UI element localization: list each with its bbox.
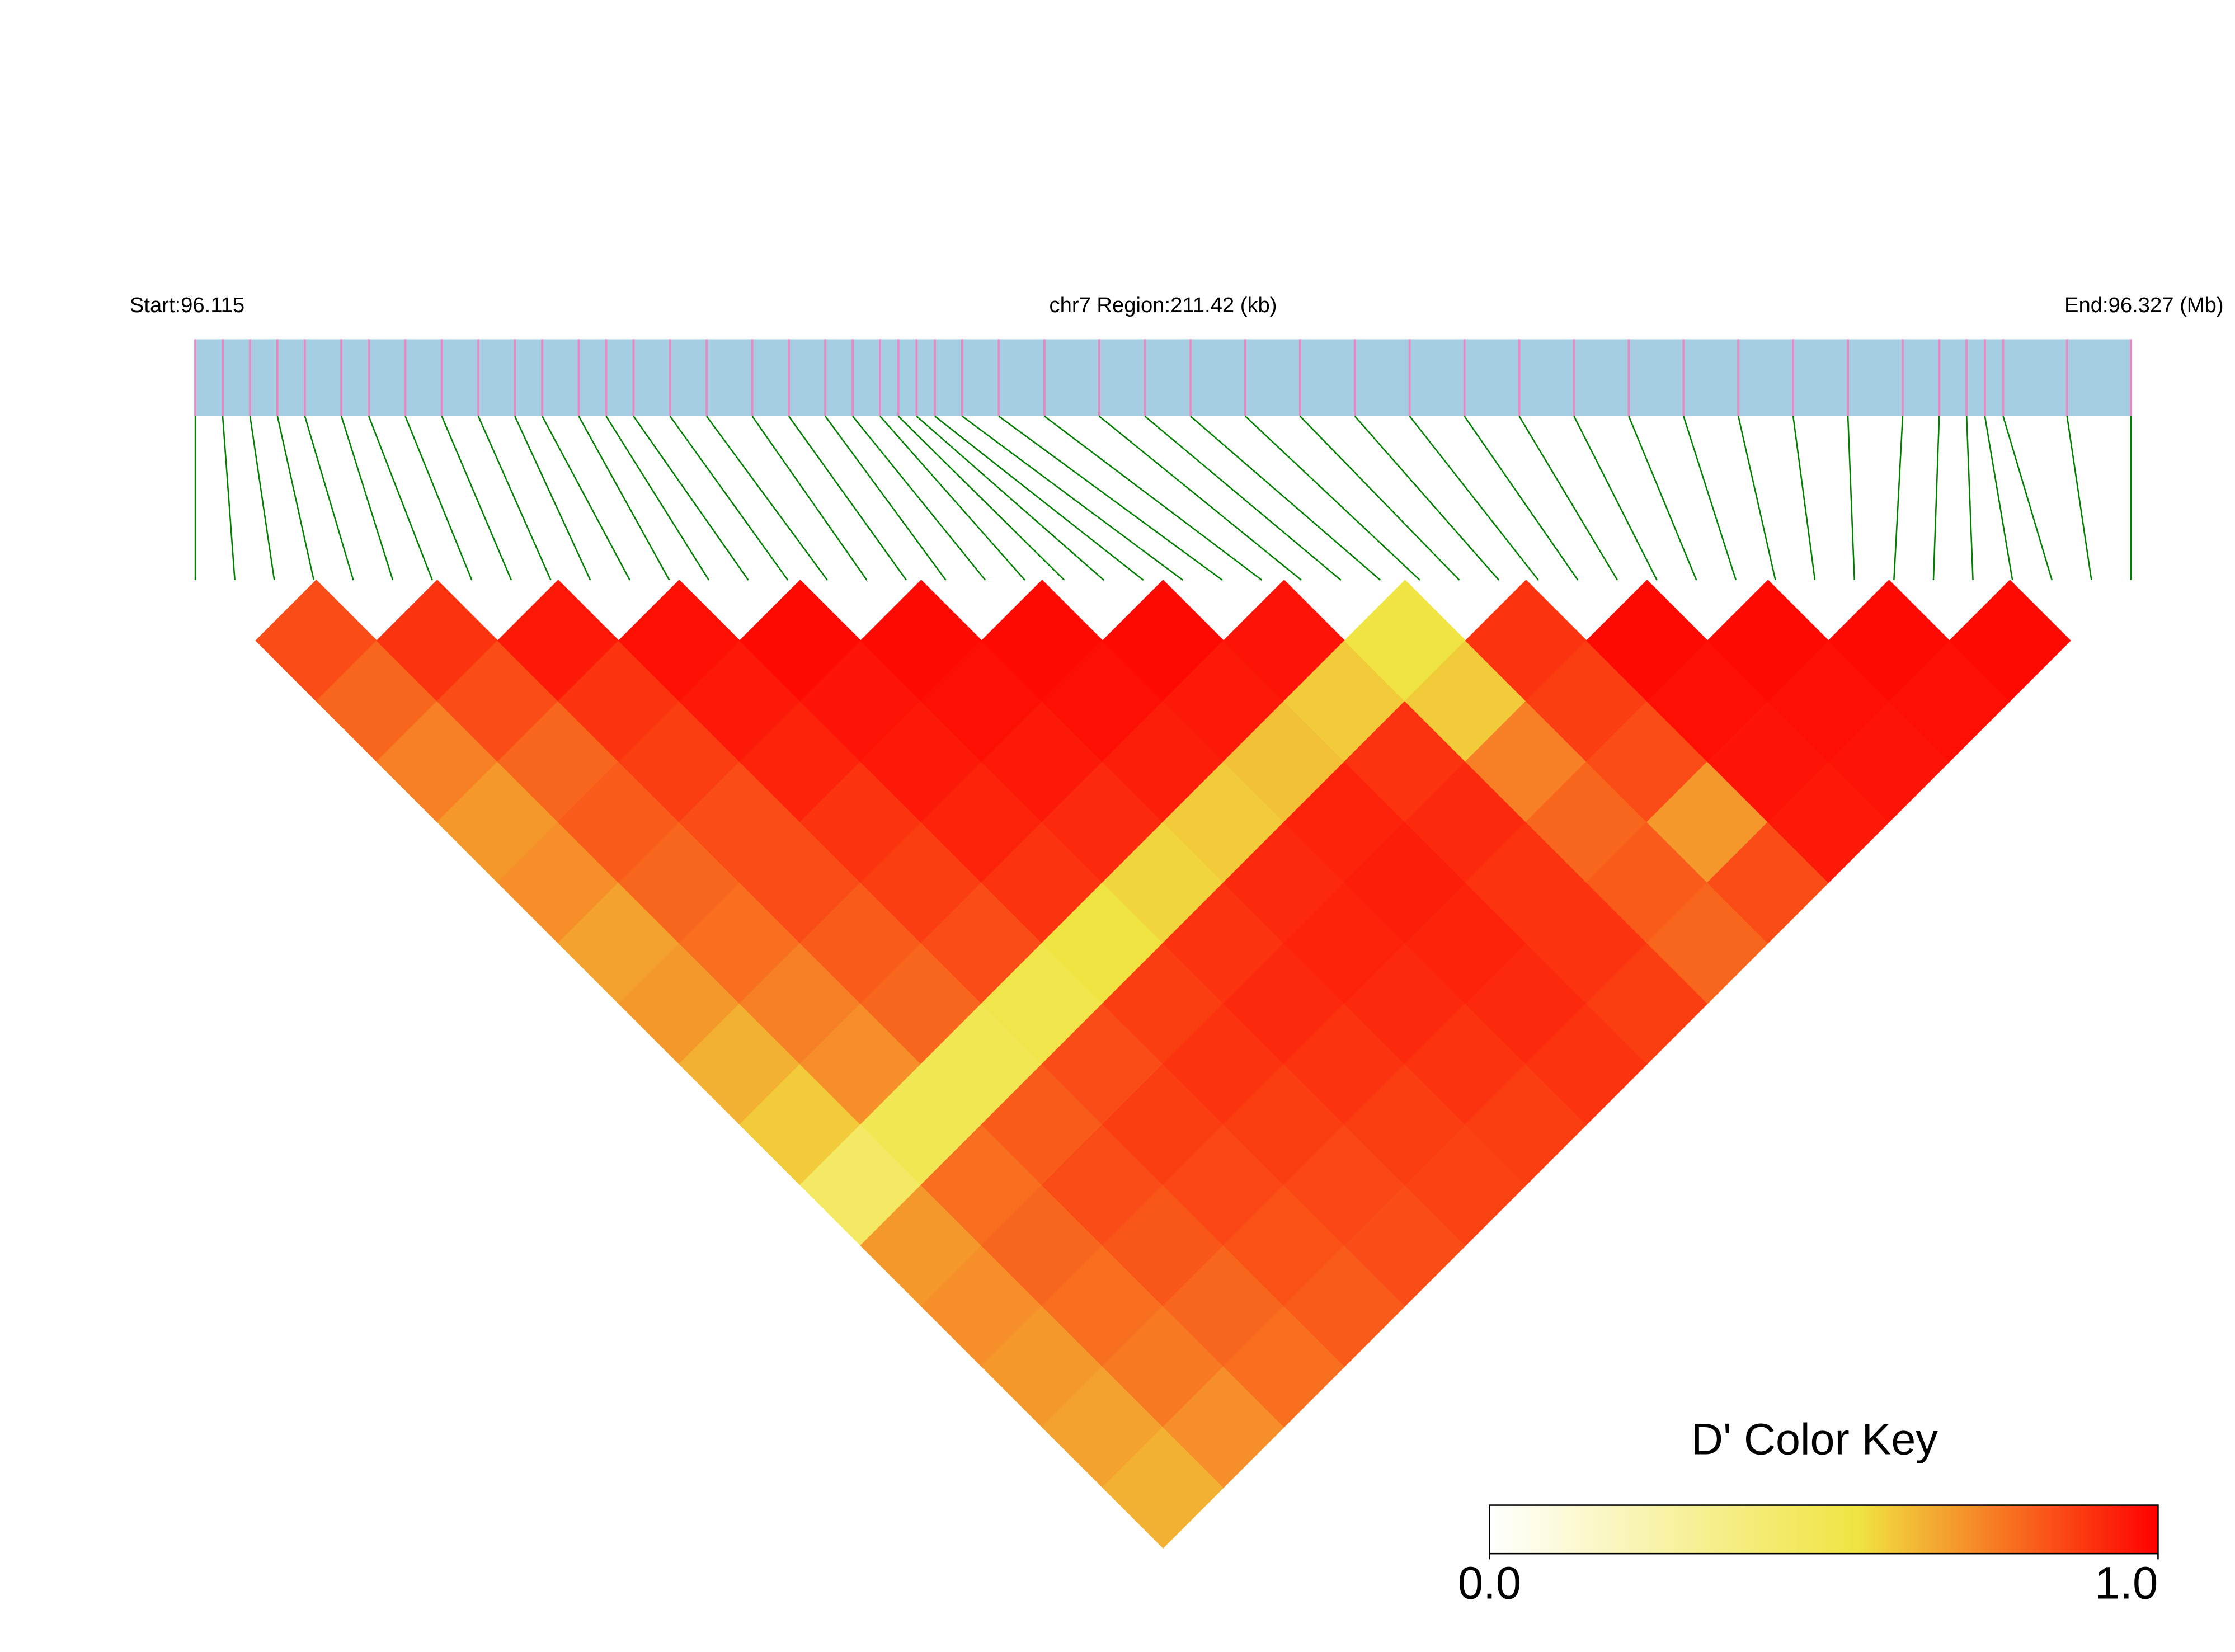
snp-connector (222, 416, 236, 581)
snp-connector (1965, 416, 1974, 581)
snp-connector (669, 416, 789, 581)
snp-connector (1354, 416, 1500, 581)
snp-connector (1245, 416, 1420, 581)
snp-connector (1984, 416, 2013, 581)
key-tick-label: 0.0 (1458, 1557, 1521, 1608)
snp-connector (751, 416, 868, 581)
snp-connector (1737, 416, 1776, 581)
snp-connector (1190, 416, 1381, 581)
end-label: End:96.327 (Mb) (2064, 293, 2224, 317)
snp-connector (705, 416, 828, 581)
snp-connector (1098, 416, 1302, 581)
snp-connector (1932, 416, 1940, 581)
snp-connector (1573, 416, 1658, 581)
snp-connector (1847, 416, 1856, 581)
snp-connector (340, 416, 394, 581)
snp-connector (542, 416, 630, 581)
snp-connector (605, 416, 710, 581)
snp-connector (879, 416, 1025, 581)
snp-connector (825, 416, 947, 581)
snp-connector (441, 416, 512, 581)
snp-connector (998, 415, 1223, 581)
snp-connector (477, 416, 552, 581)
snp-connector (1893, 416, 1904, 581)
snp-connector (276, 416, 315, 581)
snp-connector (1683, 416, 1737, 581)
chart-title: chr7 Region:211.42 (kb) (1050, 293, 1277, 317)
snp-connector (2002, 416, 2053, 581)
snp-connector (788, 416, 907, 581)
snp-connector (1044, 415, 1263, 581)
snp-connector (1518, 416, 1618, 581)
snp-connector (633, 416, 749, 581)
snp-connector (514, 416, 591, 581)
snp-connector (897, 416, 1065, 581)
snp-connector (578, 416, 670, 581)
ld-cell (1949, 580, 2071, 702)
position-bar (195, 339, 2132, 416)
snp-connector (304, 416, 354, 581)
snp-connector (1464, 416, 1579, 581)
snp-connector (962, 415, 1184, 581)
snp-connector (1628, 416, 1697, 581)
snp-connector (1409, 416, 1539, 581)
snp-connector (404, 416, 473, 581)
color-key (1489, 1504, 2159, 1555)
key-tick-label: 1.0 (2095, 1557, 2158, 1608)
snp-connector (249, 416, 275, 581)
snp-connector (1144, 416, 1342, 581)
snp-connector (934, 415, 1144, 581)
snp-connector (852, 416, 986, 581)
snp-connector (916, 416, 1104, 581)
snp-connector (2066, 416, 2092, 581)
snp-connector (1299, 416, 1460, 581)
start-label: Start:96.115 (130, 293, 244, 317)
snp-connector (1792, 416, 1816, 581)
key-title: D' Color Key (1691, 1414, 1938, 1463)
snp-connector (368, 416, 433, 581)
